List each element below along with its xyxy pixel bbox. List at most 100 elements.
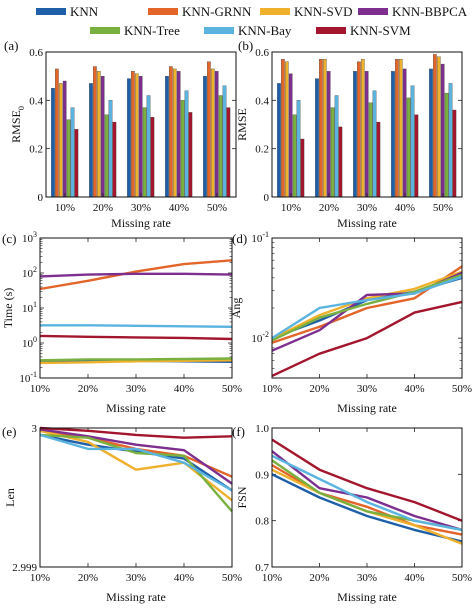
y-tick-label: 102 [22, 265, 37, 280]
plot-frame [271, 237, 463, 379]
x-tick-label: 30% [357, 202, 377, 214]
x-tick-label: 30% [131, 202, 151, 214]
x-tick-label: 40% [169, 202, 189, 214]
bar [334, 95, 339, 198]
bar [368, 102, 373, 198]
legend-label-knn-svd: KNN-SVD [294, 4, 353, 19]
x-tick-label: 50% [433, 202, 453, 214]
panel-e: (e) Len Missing rate 2.999 3 10% 20% 30% 40% 50% [2, 423, 242, 604]
y-tick-label: 101 [22, 300, 37, 315]
series-line-knn-tree [39, 357, 233, 362]
bar [338, 126, 343, 198]
x-tick-label: 50% [207, 202, 227, 214]
series-line-knn-svm [271, 300, 463, 377]
x-tick-label: 40% [174, 572, 194, 584]
bar [376, 121, 381, 198]
panel-tag: (a) [4, 38, 18, 53]
legend-swatch-knn-bbpca [358, 8, 388, 15]
bar [364, 71, 369, 198]
bar [357, 61, 361, 198]
x-axis-label: Missing rate [337, 216, 397, 230]
y-tick-label: 3 [32, 423, 38, 435]
bar [150, 117, 155, 198]
legend-swatch-knn-svm [316, 27, 346, 34]
x-tick-label: 10% [262, 383, 282, 395]
x-tick-label: 10% [30, 383, 50, 395]
bar [444, 92, 449, 198]
bar [93, 66, 97, 198]
y-axis-label: Len [3, 488, 17, 507]
panel-d: (d) Ang Missing rate 10-2 10-1 10% 20% 30% 40% 50… [229, 230, 472, 415]
bar [51, 88, 55, 198]
x-tick-label: 40% [174, 383, 194, 395]
series-line-knn-svm [39, 334, 233, 341]
bar [58, 83, 63, 198]
bar [127, 78, 131, 198]
y-tick-label: 1.0 [255, 423, 269, 435]
bar [429, 68, 433, 198]
bar [55, 68, 59, 198]
bar [360, 59, 365, 198]
bar [184, 90, 189, 198]
x-tick-label: 20% [319, 202, 339, 214]
panel-tag: (c) [2, 231, 16, 246]
bar [319, 59, 323, 198]
bar [292, 114, 297, 198]
bar [414, 114, 419, 198]
bar [203, 76, 207, 198]
x-tick-label: 30% [126, 383, 146, 395]
plot-frame [271, 427, 463, 568]
bar [402, 68, 407, 198]
x-axis-label: Missing rate [106, 590, 166, 604]
series-line-knn-svd [271, 270, 463, 341]
series-line-knn-bay [271, 275, 463, 340]
x-tick-label: 40% [404, 383, 424, 395]
bar [284, 61, 289, 198]
legend-label-knn-grnn: KNN-GRNN [182, 4, 252, 19]
bar [406, 97, 411, 198]
y-tick-label: 0.6 [255, 47, 269, 59]
x-tick-label: 20% [78, 383, 98, 395]
panel-tag: (b) [238, 38, 253, 53]
y-axis-label: Time (s) [1, 288, 15, 329]
bar [315, 78, 319, 198]
y-tick-label: 0.6 [29, 47, 43, 59]
bar [142, 107, 147, 198]
x-axis-label: Missing rate [111, 216, 171, 230]
legend-swatch-knn-svd [260, 8, 290, 15]
panel-b: (b) RMSE Missing rate 0 0.2 0.4 0.6 10% 20% 30% 40… [235, 38, 463, 230]
x-axis-label: Missing rate [337, 590, 397, 604]
bar [104, 114, 109, 198]
legend-swatch-knn-tree [90, 27, 120, 34]
bar [372, 90, 377, 198]
bar [281, 59, 285, 198]
bar [180, 100, 185, 198]
bar [207, 61, 211, 198]
bar [169, 66, 173, 198]
x-tick-label: 30% [357, 572, 377, 584]
legend-swatch-knn [36, 8, 66, 15]
plot-frame [271, 51, 463, 198]
legend: KNN KNN-GRNN KNN-SVD KNN-BBPCA KNN-Tree KNN-B… [36, 4, 468, 38]
x-tick-label: 20% [93, 202, 113, 214]
bar [165, 76, 169, 198]
series-line-knn [39, 433, 233, 492]
y-tick-label: 0.4 [255, 95, 269, 107]
y-tick-label: 100 [22, 335, 37, 350]
panel-tag: (d) [232, 231, 247, 246]
y-axis-label: Ang [229, 298, 243, 319]
panel-c: (c) Time (s) Missing rate 10-1 100 101 102 103 1… [1, 230, 242, 415]
bar [391, 71, 395, 198]
series-line-knn-svm [39, 426, 233, 439]
x-tick-label: 10% [55, 202, 75, 214]
x-tick-label: 20% [309, 383, 329, 395]
y-tick-label: 10-1 [251, 230, 269, 245]
y-axis-label: FSN [235, 486, 249, 508]
x-tick-label: 10% [262, 572, 282, 584]
y-tick-label: 0.2 [255, 144, 269, 156]
bar [398, 59, 403, 198]
bar [410, 85, 415, 198]
panel-a: (a) RMSE0 Missing rate 0 0.2 0.4 0.6 10% 20% 30% 4… [4, 38, 237, 230]
bar [100, 76, 105, 198]
bar [353, 71, 357, 198]
